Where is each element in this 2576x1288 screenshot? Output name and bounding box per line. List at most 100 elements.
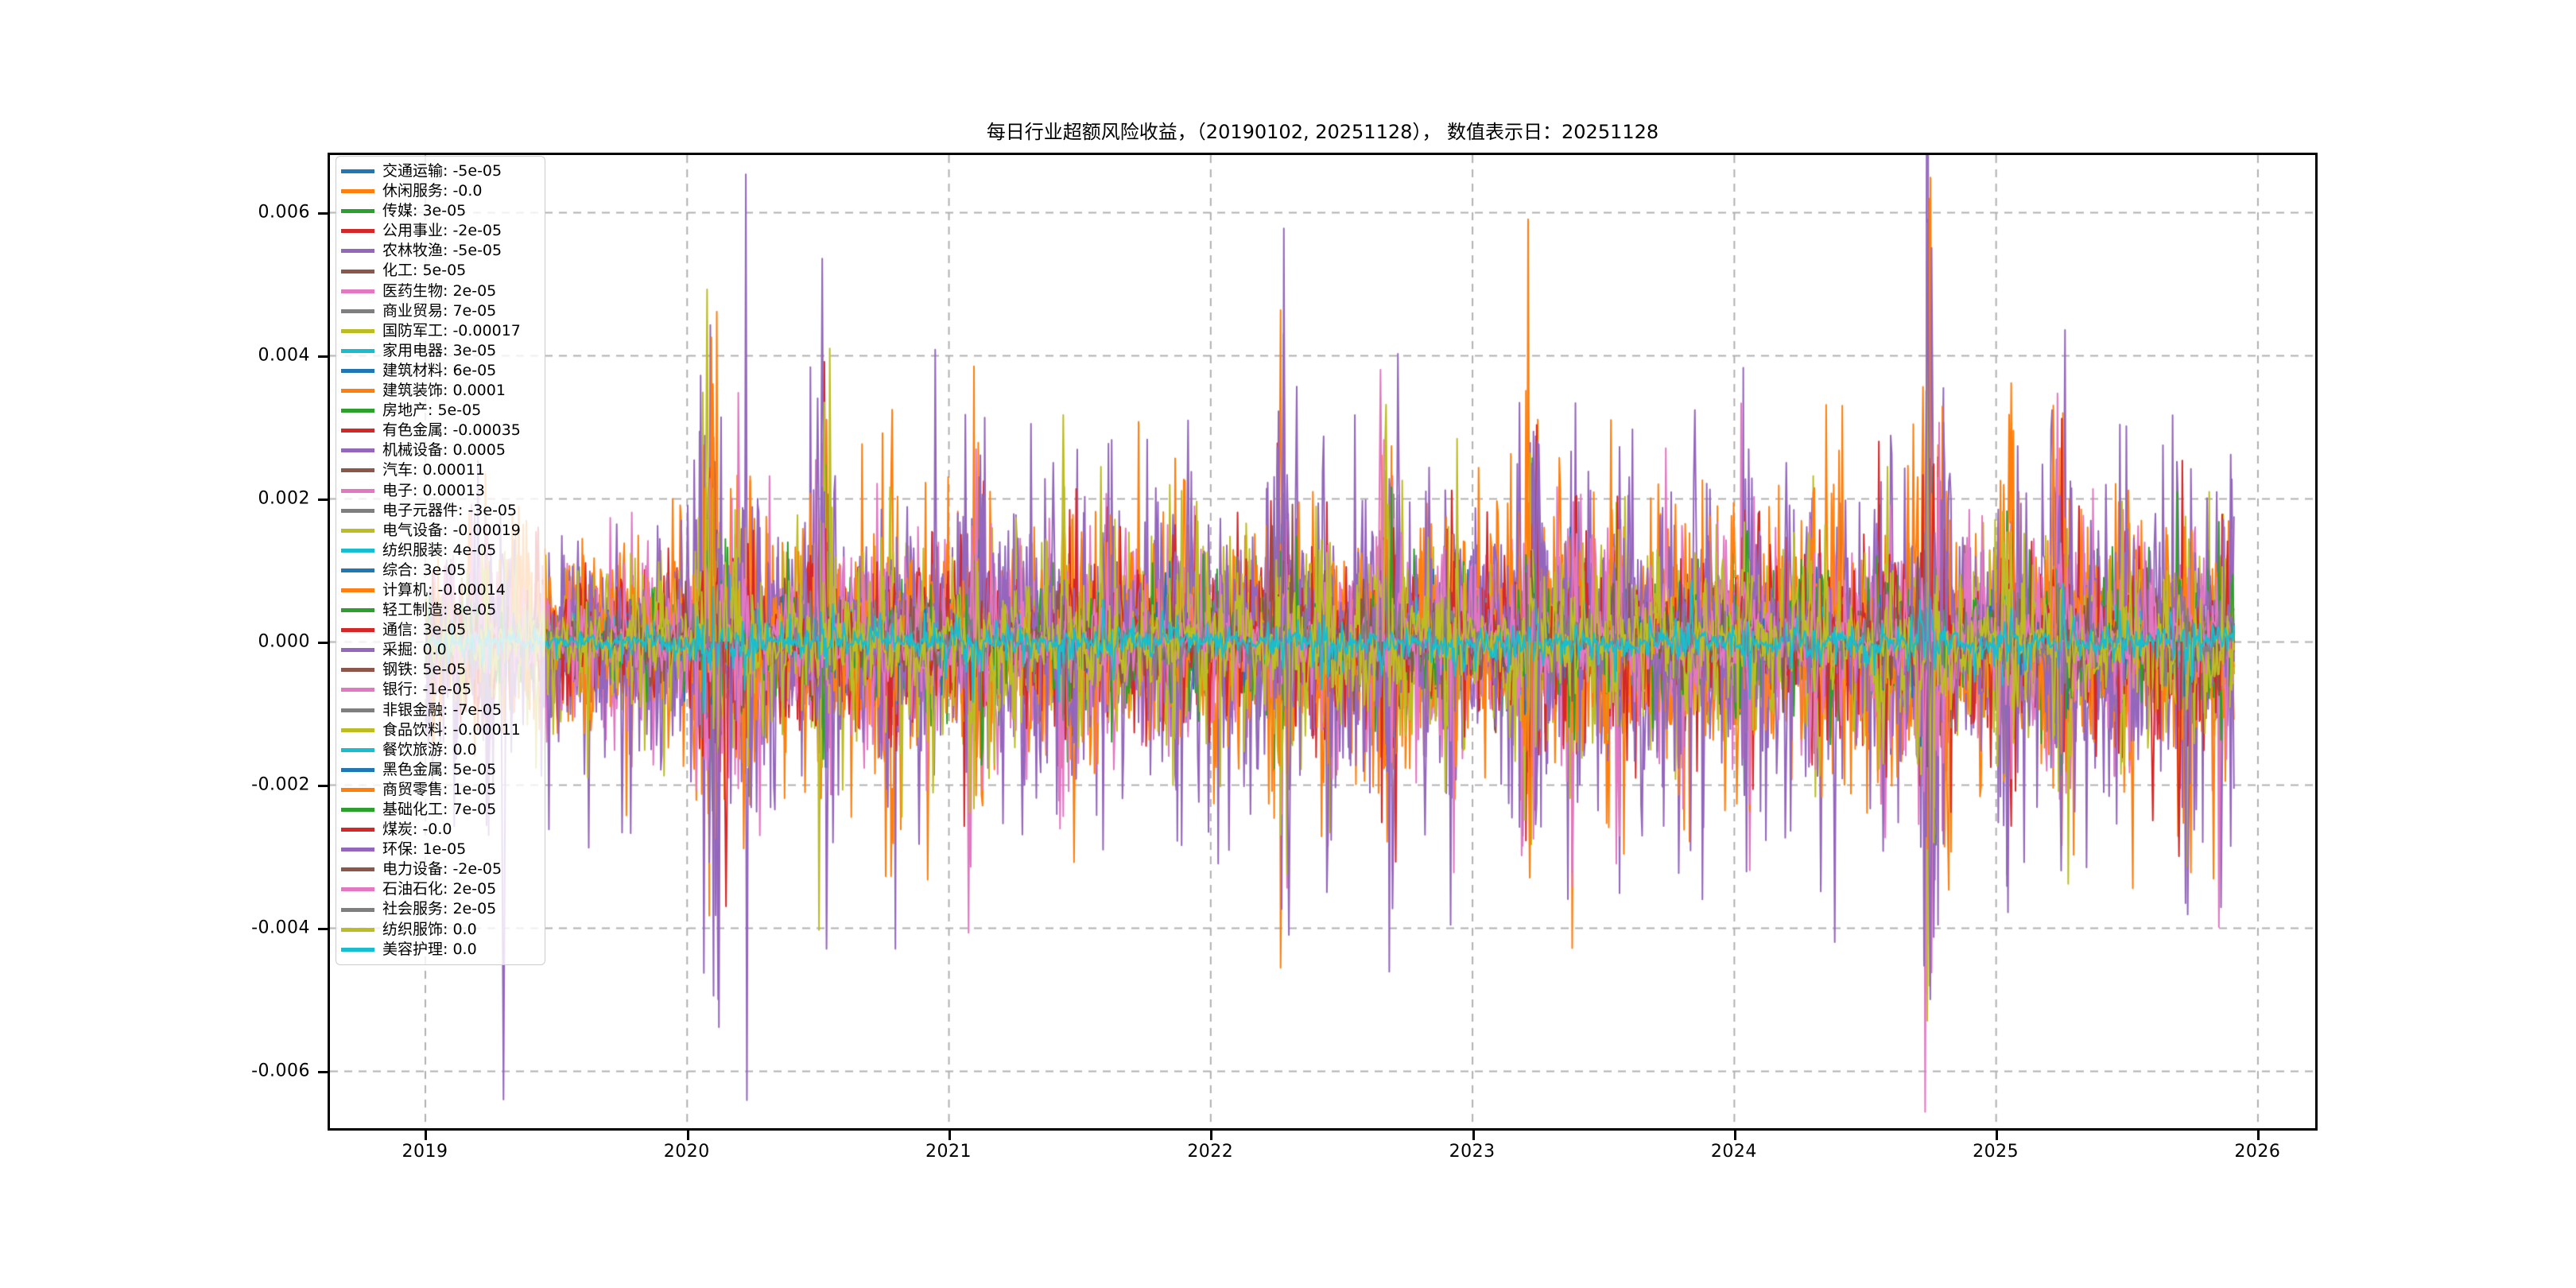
legend-label: 医药生物: 2e-05 <box>382 281 497 300</box>
legend-item[interactable]: 纺织服装: 4e-05 <box>341 541 538 561</box>
legend-color-swatch <box>341 368 374 373</box>
legend-item[interactable]: 环保: 1e-05 <box>341 840 538 859</box>
y-tick-label: 0.000 <box>258 631 310 652</box>
legend-color-swatch <box>341 867 374 872</box>
legend-item[interactable]: 餐饮旅游: 0.0 <box>341 740 538 760</box>
legend-item[interactable]: 电子: 0.00013 <box>341 481 538 501</box>
legend-color-swatch <box>341 568 374 572</box>
legend-item[interactable]: 纺织服饰: 0.0 <box>341 920 538 940</box>
y-tick-mark <box>318 928 328 930</box>
y-tick-label: -0.006 <box>251 1061 310 1081</box>
legend-label: 综合: 3e-05 <box>382 561 467 579</box>
legend-color-swatch <box>341 887 374 892</box>
legend-item[interactable]: 社会服务: 2e-05 <box>341 899 538 919</box>
legend-label: 非银金融: -7e-05 <box>382 700 502 719</box>
x-tick-mark <box>1210 1131 1213 1140</box>
x-tick-label: 2021 <box>925 1142 972 1162</box>
legend-item[interactable]: 银行: -1e-05 <box>341 680 538 700</box>
legend-item[interactable]: 食品饮料: -0.00011 <box>341 720 538 740</box>
legend-label: 有色金属: -0.00035 <box>382 421 521 440</box>
legend-item[interactable]: 有色金属: -0.00035 <box>341 421 538 440</box>
y-tick-mark <box>318 499 328 501</box>
legend-color-swatch <box>341 328 374 333</box>
legend-item[interactable]: 采掘: 0.0 <box>341 640 538 660</box>
legend-color-swatch <box>341 808 374 813</box>
y-tick-mark <box>318 355 328 358</box>
legend-color-swatch <box>341 289 374 293</box>
legend-color-swatch <box>341 608 374 613</box>
legend-item[interactable]: 家用电器: 3e-05 <box>341 341 538 361</box>
legend-color-swatch <box>341 927 374 932</box>
legend-item[interactable]: 国防军工: -0.00017 <box>341 321 538 341</box>
legend-label: 美容护理: 0.0 <box>382 940 477 958</box>
legend-color-swatch <box>341 708 374 712</box>
legend-label: 轻工制造: 8e-05 <box>382 601 497 619</box>
legend-item[interactable]: 农林牧渔: -5e-05 <box>341 241 538 261</box>
legend-label: 食品饮料: -0.00011 <box>382 720 521 739</box>
legend-item[interactable]: 机械设备: 0.0005 <box>341 440 538 460</box>
legend-color-swatch <box>341 488 374 493</box>
legend-item[interactable]: 化工: 5e-05 <box>341 261 538 281</box>
x-tick-label: 2024 <box>1710 1142 1757 1162</box>
legend-item[interactable]: 钢铁: 5e-05 <box>341 660 538 680</box>
legend-color-swatch <box>341 688 374 692</box>
legend-item[interactable]: 电子元器件: -3e-05 <box>341 501 538 521</box>
y-tick-mark <box>318 212 328 215</box>
legend-label: 公用事业: -2e-05 <box>382 222 502 240</box>
legend-color-swatch <box>341 209 374 214</box>
legend-item[interactable]: 休闲服务: -0.0 <box>341 181 538 201</box>
legend-item[interactable]: 汽车: 0.00011 <box>341 460 538 480</box>
legend-item[interactable]: 美容护理: 0.0 <box>341 940 538 960</box>
legend-label: 农林牧渔: -5e-05 <box>382 242 502 260</box>
legend-color-swatch <box>341 308 374 313</box>
x-tick-mark <box>686 1131 689 1140</box>
legend-label: 电子: 0.00013 <box>382 481 486 499</box>
legend-label: 纺织服装: 4e-05 <box>382 541 497 559</box>
legend-item[interactable]: 煤炭: -0.0 <box>341 820 538 840</box>
x-tick-label: 2020 <box>663 1142 710 1162</box>
legend-label: 汽车: 0.00011 <box>382 461 486 479</box>
legend-item[interactable]: 商贸零售: 1e-05 <box>341 780 538 800</box>
legend-item[interactable]: 交通运输: -5e-05 <box>341 161 538 181</box>
legend-label: 环保: 1e-05 <box>382 840 467 859</box>
legend-item[interactable]: 电气设备: -0.00019 <box>341 521 538 541</box>
plot-area[interactable] <box>328 153 2318 1131</box>
legend-item[interactable]: 电力设备: -2e-05 <box>341 859 538 879</box>
legend-item[interactable]: 石油石化: 2e-05 <box>341 879 538 899</box>
legend-color-swatch <box>341 508 374 513</box>
legend-color-swatch <box>341 189 374 194</box>
legend[interactable]: 交通运输: -5e-05 休闲服务: -0.0 传媒: 3e-05 公用事业: -2e… <box>336 156 545 965</box>
legend-item[interactable]: 公用事业: -2e-05 <box>341 221 538 241</box>
legend-item[interactable]: 非银金融: -7e-05 <box>341 700 538 720</box>
legend-color-swatch <box>341 668 374 673</box>
y-tick-mark <box>318 642 328 644</box>
legend-label: 钢铁: 5e-05 <box>382 661 467 679</box>
legend-label: 电子元器件: -3e-05 <box>382 501 518 519</box>
x-tick-mark <box>425 1131 428 1140</box>
legend-item[interactable]: 通信: 3e-05 <box>341 620 538 640</box>
legend-item[interactable]: 医药生物: 2e-05 <box>341 281 538 301</box>
legend-item[interactable]: 商业贸易: 7e-05 <box>341 301 538 321</box>
legend-color-swatch <box>341 528 374 533</box>
legend-item[interactable]: 建筑装饰: 0.0001 <box>341 381 538 401</box>
legend-item[interactable]: 建筑材料: 6e-05 <box>341 361 538 381</box>
legend-label: 建筑材料: 6e-05 <box>382 361 497 379</box>
legend-item[interactable]: 综合: 3e-05 <box>341 561 538 580</box>
legend-color-swatch <box>341 169 374 174</box>
legend-item[interactable]: 基础化工: 7e-05 <box>341 800 538 820</box>
legend-item[interactable]: 计算机: -0.00014 <box>341 580 538 600</box>
legend-label: 黑色金属: 5e-05 <box>382 760 497 778</box>
y-tick-label: -0.004 <box>251 918 310 938</box>
legend-item[interactable]: 轻工制造: 8e-05 <box>341 600 538 620</box>
legend-label: 传媒: 3e-05 <box>382 202 467 220</box>
legend-item[interactable]: 传媒: 3e-05 <box>341 201 538 221</box>
x-tick-label: 2022 <box>1187 1142 1234 1162</box>
legend-label: 家用电器: 3e-05 <box>382 341 497 359</box>
legend-color-swatch <box>341 628 374 633</box>
legend-color-swatch <box>341 588 374 593</box>
x-tick-mark <box>1472 1131 1475 1140</box>
legend-item[interactable]: 房地产: 5e-05 <box>341 401 538 421</box>
legend-label: 基础化工: 7e-05 <box>382 801 497 818</box>
legend-item[interactable]: 黑色金属: 5e-05 <box>341 760 538 780</box>
legend-color-swatch <box>341 409 374 413</box>
